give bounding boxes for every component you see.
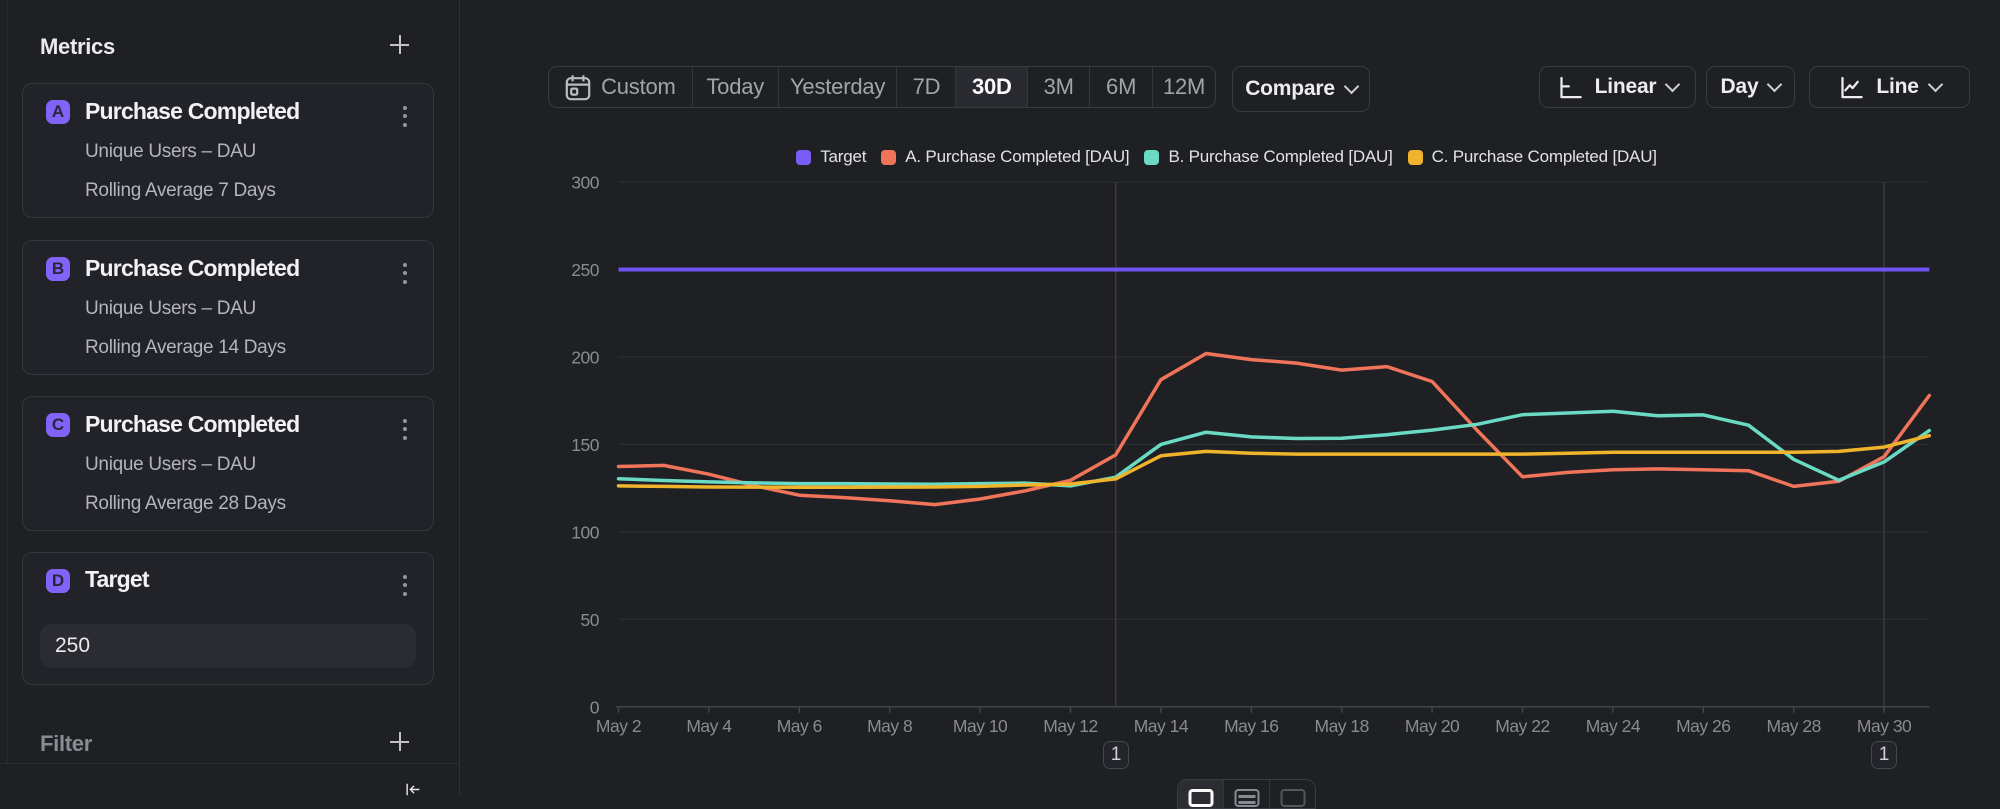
svg-text:300: 300: [571, 173, 599, 193]
svg-text:100: 100: [571, 522, 599, 542]
svg-text:May 30: May 30: [1857, 716, 1912, 736]
svg-text:May 4: May 4: [686, 716, 732, 736]
svg-text:May 14: May 14: [1134, 716, 1189, 736]
svg-text:May 16: May 16: [1224, 716, 1278, 736]
svg-text:May 10: May 10: [953, 716, 1008, 736]
svg-text:May 18: May 18: [1315, 716, 1369, 736]
svg-text:May 22: May 22: [1495, 716, 1549, 736]
svg-text:May 24: May 24: [1586, 716, 1641, 736]
svg-text:May 28: May 28: [1767, 716, 1821, 736]
svg-text:May 8: May 8: [867, 716, 912, 736]
svg-text:May 6: May 6: [777, 716, 822, 736]
svg-text:0: 0: [590, 697, 600, 717]
svg-text:May 26: May 26: [1676, 716, 1730, 736]
svg-text:50: 50: [581, 610, 600, 630]
svg-text:200: 200: [571, 348, 599, 368]
svg-text:May 20: May 20: [1405, 716, 1460, 736]
svg-text:150: 150: [571, 435, 599, 455]
svg-text:May 12: May 12: [1043, 716, 1097, 736]
svg-text:May 2: May 2: [596, 716, 641, 736]
svg-text:250: 250: [571, 260, 599, 280]
